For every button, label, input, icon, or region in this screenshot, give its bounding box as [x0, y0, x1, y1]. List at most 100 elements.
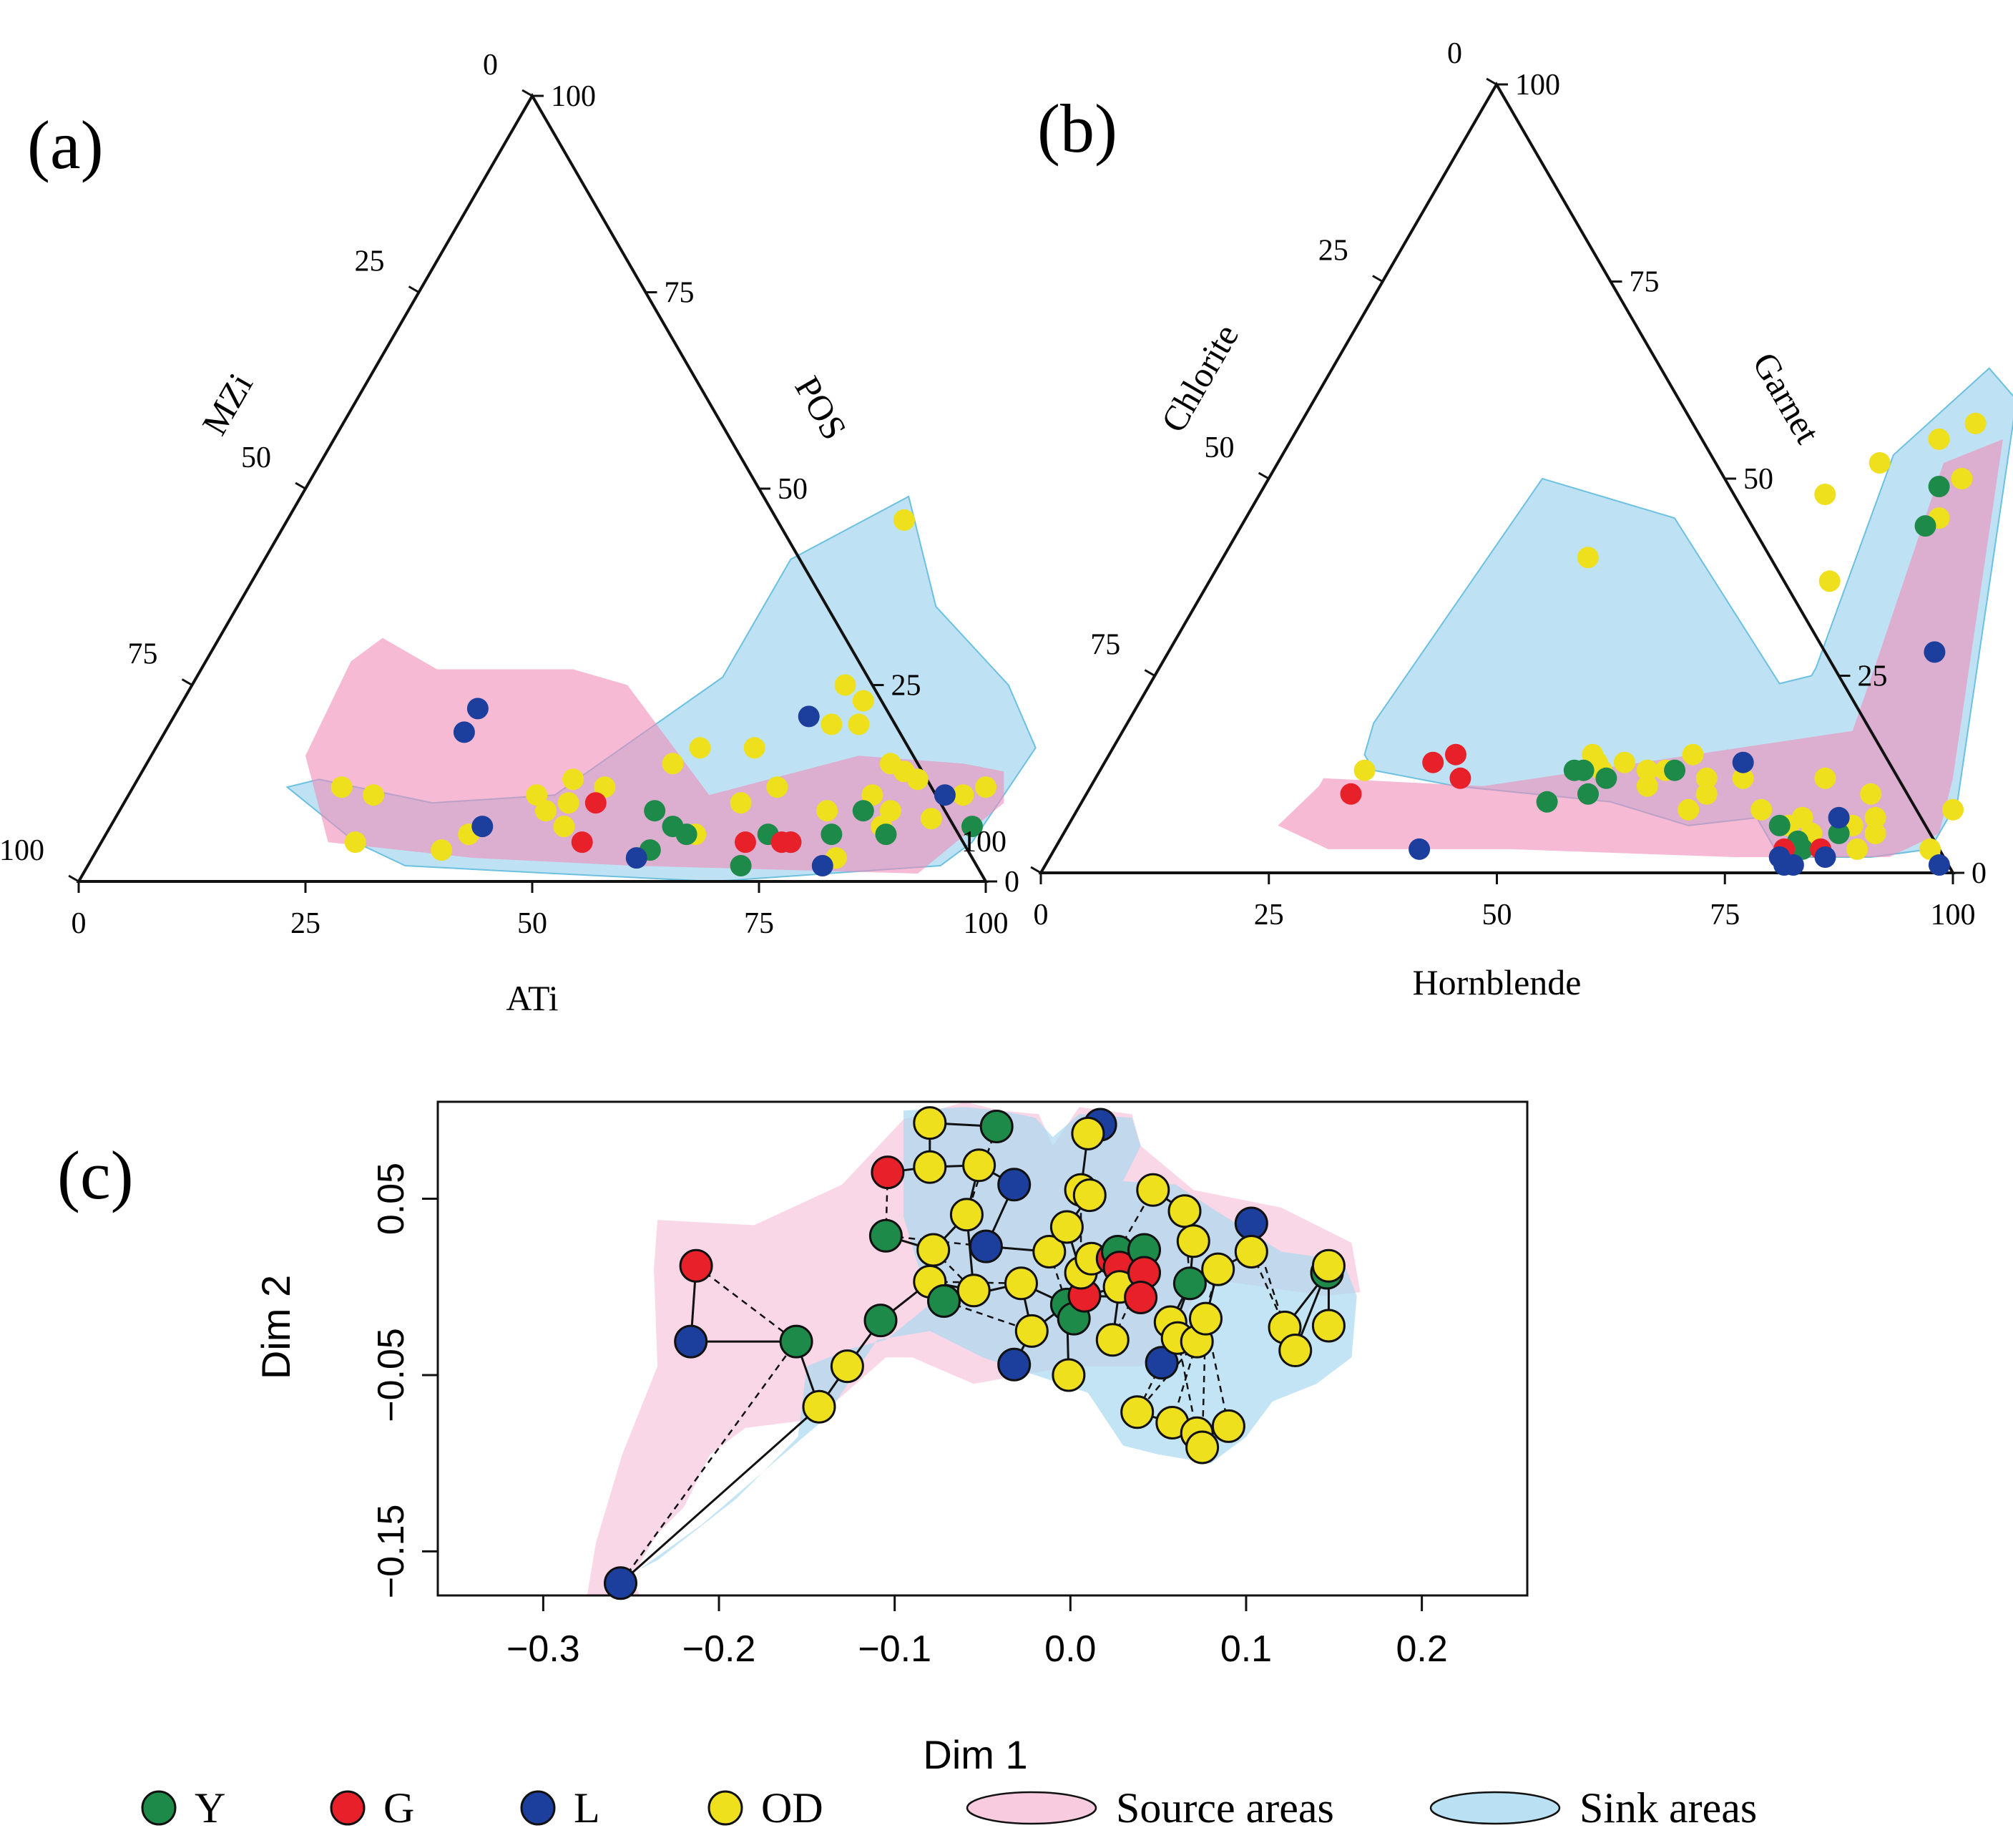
point-od — [743, 737, 765, 759]
point-od — [1682, 743, 1704, 766]
bottom-tick-label: 0 — [1034, 899, 1049, 932]
left-tick-label: 25 — [1318, 235, 1348, 268]
point-od — [431, 839, 453, 861]
point-y — [1664, 759, 1686, 781]
point-od — [1814, 484, 1836, 505]
point-g — [1445, 743, 1466, 766]
point-od — [821, 713, 843, 735]
point-od — [879, 800, 901, 822]
point-od — [1846, 838, 1868, 860]
right-tick-label: 75 — [1630, 266, 1660, 299]
point-od — [562, 768, 584, 791]
node-od — [1120, 1395, 1155, 1429]
node-l — [604, 1566, 637, 1600]
left-axis-title: Chlorite — [1153, 317, 1246, 439]
node-od — [802, 1389, 836, 1424]
point-od — [906, 768, 929, 791]
point-l — [471, 816, 494, 838]
right-tick-label: 50 — [1743, 463, 1773, 496]
point-od — [975, 776, 996, 798]
left-tick-label: 0 — [483, 49, 498, 82]
point-y — [675, 823, 697, 846]
node-od — [913, 1106, 947, 1140]
point-od — [1791, 806, 1813, 828]
point-l — [934, 784, 956, 806]
x-tick-label: 0.0 — [1044, 1628, 1096, 1670]
left-tick — [408, 285, 420, 293]
left-tick — [68, 874, 79, 883]
point-g — [770, 831, 793, 854]
node-od — [830, 1349, 864, 1384]
y-tick-label: −0.15 — [371, 1505, 412, 1599]
left-tick — [1372, 275, 1383, 283]
legend-marker-y — [141, 1790, 177, 1826]
point-od — [1928, 428, 1950, 450]
point-l — [1732, 751, 1754, 773]
point-y — [1595, 767, 1617, 789]
node-l — [674, 1324, 708, 1359]
node-od — [1234, 1235, 1268, 1268]
edge-dashed — [619, 1341, 798, 1584]
point-od — [1814, 767, 1836, 789]
plot-frame — [436, 1100, 1529, 1597]
point-g — [735, 831, 756, 854]
edge-solid — [619, 1406, 821, 1584]
node-od — [1278, 1334, 1313, 1367]
node-l — [1234, 1206, 1268, 1241]
left-tick — [295, 481, 306, 490]
point-od — [330, 776, 353, 798]
bottom-axis-title: Hornblende — [1412, 962, 1581, 1002]
y-axis-title: Dim 2 — [253, 1275, 298, 1379]
bottom-tick-label: 75 — [744, 907, 774, 940]
point-od — [1750, 798, 1773, 821]
right-axis-title: POS — [788, 369, 855, 446]
node-od — [916, 1233, 951, 1267]
node-od — [1185, 1430, 1220, 1465]
node-y — [779, 1324, 813, 1359]
point-l — [1814, 846, 1836, 868]
bottom-tick-label: 25 — [290, 907, 320, 940]
node-od — [1311, 1248, 1346, 1283]
point-y — [1928, 476, 1950, 497]
right-tick-label: 0 — [1972, 857, 1987, 890]
point-od — [1353, 759, 1376, 781]
node-y — [979, 1110, 1014, 1143]
node-g — [1124, 1281, 1158, 1314]
node-od — [1167, 1194, 1202, 1228]
left-tick-label: 25 — [355, 245, 385, 278]
legend-swatch-sink — [1429, 1791, 1561, 1825]
node-g — [679, 1248, 713, 1283]
point-y — [1914, 515, 1936, 537]
node-od — [956, 1273, 991, 1308]
point-y — [852, 800, 874, 822]
point-l — [811, 855, 833, 876]
point-od — [730, 792, 752, 814]
point-l — [1782, 854, 1804, 876]
left-tick-label: 100 — [0, 834, 44, 867]
left-axis-title: MZi — [194, 366, 260, 441]
point-od — [344, 831, 366, 854]
point-y — [1768, 814, 1791, 836]
x-axis-title: Dim 1 — [923, 1732, 1027, 1777]
point-od — [879, 753, 901, 775]
node-od — [1095, 1323, 1130, 1357]
point-od — [1951, 468, 1973, 489]
right-tick-label: 25 — [891, 670, 921, 703]
left-tick-label: 100 — [961, 826, 1006, 859]
point-od — [1919, 838, 1941, 860]
legend-swatch-source — [966, 1791, 1097, 1825]
node-od — [1032, 1235, 1067, 1268]
x-tick-label: 0.1 — [1220, 1628, 1272, 1670]
node-od — [1211, 1409, 1245, 1443]
right-tick-label: 25 — [1858, 660, 1888, 693]
point-y — [821, 823, 843, 846]
point-od — [594, 776, 616, 798]
left-tick-label: 50 — [1205, 431, 1235, 464]
y-tick-label: 0.05 — [371, 1163, 412, 1235]
point-y — [961, 816, 983, 838]
bottom-tick-label: 50 — [517, 907, 547, 940]
bottom-tick-label: 100 — [1931, 899, 1976, 932]
point-l — [453, 721, 475, 743]
x-tick-label: −0.3 — [506, 1628, 580, 1670]
